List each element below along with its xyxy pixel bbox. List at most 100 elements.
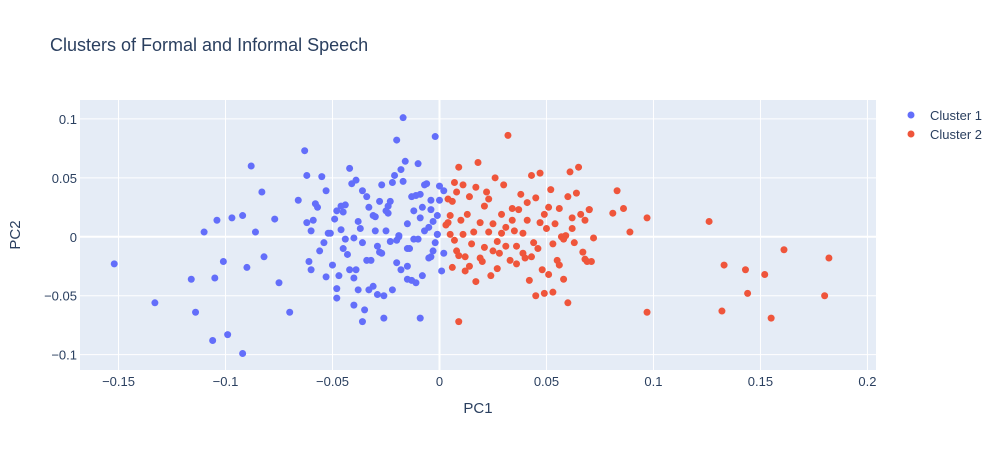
point-cluster-1[interactable] [440, 249, 448, 257]
point-cluster-2[interactable] [560, 235, 568, 243]
point-cluster-1[interactable] [303, 219, 311, 227]
point-cluster-2[interactable] [643, 214, 651, 222]
point-cluster-2[interactable] [489, 220, 497, 228]
point-cluster-1[interactable] [373, 291, 381, 299]
point-cluster-2[interactable] [508, 204, 516, 212]
point-cluster-1[interactable] [337, 226, 345, 234]
point-cluster-2[interactable] [446, 212, 454, 220]
point-cluster-1[interactable] [356, 225, 364, 233]
point-cluster-1[interactable] [358, 239, 366, 247]
point-cluster-1[interactable] [429, 247, 437, 255]
point-cluster-1[interactable] [271, 215, 279, 223]
point-cluster-1[interactable] [378, 181, 386, 189]
point-cluster-2[interactable] [560, 275, 568, 283]
point-cluster-2[interactable] [523, 199, 531, 207]
point-cluster-1[interactable] [239, 349, 247, 357]
point-cluster-2[interactable] [455, 318, 463, 326]
point-cluster-2[interactable] [564, 299, 572, 307]
point-cluster-1[interactable] [386, 237, 394, 245]
point-cluster-2[interactable] [555, 204, 563, 212]
point-cluster-2[interactable] [532, 292, 540, 300]
point-cluster-1[interactable] [247, 162, 255, 170]
point-cluster-2[interactable] [461, 253, 469, 261]
point-cluster-1[interactable] [429, 217, 437, 225]
point-cluster-2[interactable] [761, 270, 769, 278]
point-cluster-1[interactable] [418, 203, 426, 211]
point-cluster-2[interactable] [485, 228, 493, 236]
point-cluster-1[interactable] [380, 314, 388, 322]
point-cluster-1[interactable] [320, 239, 328, 247]
point-cluster-1[interactable] [200, 228, 208, 236]
point-cluster-2[interactable] [489, 247, 497, 255]
point-cluster-2[interactable] [513, 260, 521, 268]
point-cluster-2[interactable] [581, 216, 589, 224]
point-cluster-1[interactable] [328, 261, 336, 269]
point-cluster-1[interactable] [354, 217, 362, 225]
point-cluster-2[interactable] [513, 242, 521, 250]
point-cluster-1[interactable] [211, 274, 219, 282]
point-cluster-2[interactable] [450, 236, 458, 244]
point-cluster-1[interactable] [251, 228, 259, 236]
point-cluster-1[interactable] [401, 157, 409, 165]
point-cluster-1[interactable] [403, 275, 411, 283]
point-cluster-2[interactable] [480, 243, 488, 251]
point-cluster-2[interactable] [551, 220, 559, 228]
point-cluster-1[interactable] [213, 216, 221, 224]
point-cluster-2[interactable] [549, 288, 557, 296]
point-cluster-1[interactable] [440, 187, 448, 195]
point-cluster-2[interactable] [720, 261, 728, 269]
point-cluster-2[interactable] [468, 240, 476, 248]
point-cluster-2[interactable] [519, 229, 527, 237]
point-cluster-1[interactable] [421, 181, 429, 189]
point-cluster-1[interactable] [427, 196, 435, 204]
legend[interactable]: Cluster 1 Cluster 2 [907, 108, 983, 142]
point-cluster-1[interactable] [386, 197, 394, 205]
point-cluster-2[interactable] [568, 225, 576, 233]
point-cluster-1[interactable] [361, 306, 369, 314]
point-cluster-1[interactable] [397, 166, 405, 174]
point-cluster-2[interactable] [461, 267, 469, 275]
point-cluster-2[interactable] [545, 203, 553, 211]
point-cluster-2[interactable] [626, 228, 634, 236]
point-cluster-2[interactable] [472, 183, 480, 191]
point-cluster-2[interactable] [485, 195, 493, 203]
point-cluster-1[interactable] [209, 337, 217, 345]
point-cluster-2[interactable] [568, 214, 576, 222]
point-cluster-2[interactable] [504, 131, 512, 139]
point-cluster-1[interactable] [397, 266, 405, 274]
point-cluster-2[interactable] [527, 253, 535, 261]
point-cluster-2[interactable] [506, 256, 514, 264]
point-cluster-1[interactable] [378, 249, 386, 257]
point-cluster-1[interactable] [275, 279, 283, 287]
point-cluster-1[interactable] [358, 187, 366, 195]
point-cluster-1[interactable] [393, 136, 401, 144]
point-cluster-2[interactable] [540, 210, 548, 218]
point-cluster-2[interactable] [744, 289, 752, 297]
point-cluster-2[interactable] [517, 190, 525, 198]
point-cluster-1[interactable] [382, 227, 390, 235]
point-cluster-2[interactable] [446, 230, 454, 238]
point-cluster-2[interactable] [483, 188, 491, 196]
point-cluster-1[interactable] [416, 214, 424, 222]
point-cluster-1[interactable] [408, 193, 416, 201]
point-cluster-1[interactable] [305, 258, 313, 266]
point-cluster-1[interactable] [294, 196, 302, 204]
point-cluster-1[interactable] [333, 285, 341, 293]
point-cluster-1[interactable] [410, 207, 418, 215]
point-cluster-2[interactable] [455, 252, 463, 260]
point-cluster-2[interactable] [825, 254, 833, 262]
point-cluster-2[interactable] [575, 163, 583, 171]
data-points[interactable] [110, 114, 833, 357]
point-cluster-2[interactable] [536, 169, 544, 177]
point-cluster-1[interactable] [343, 250, 351, 258]
point-cluster-2[interactable] [547, 186, 555, 194]
point-cluster-1[interactable] [309, 216, 317, 224]
point-cluster-1[interactable] [307, 227, 315, 235]
point-cluster-1[interactable] [350, 274, 358, 282]
point-cluster-1[interactable] [307, 266, 315, 274]
point-cluster-2[interactable] [536, 219, 544, 227]
point-cluster-1[interactable] [333, 294, 341, 302]
point-cluster-2[interactable] [519, 249, 527, 257]
point-cluster-1[interactable] [311, 200, 319, 208]
point-cluster-2[interactable] [493, 237, 501, 245]
